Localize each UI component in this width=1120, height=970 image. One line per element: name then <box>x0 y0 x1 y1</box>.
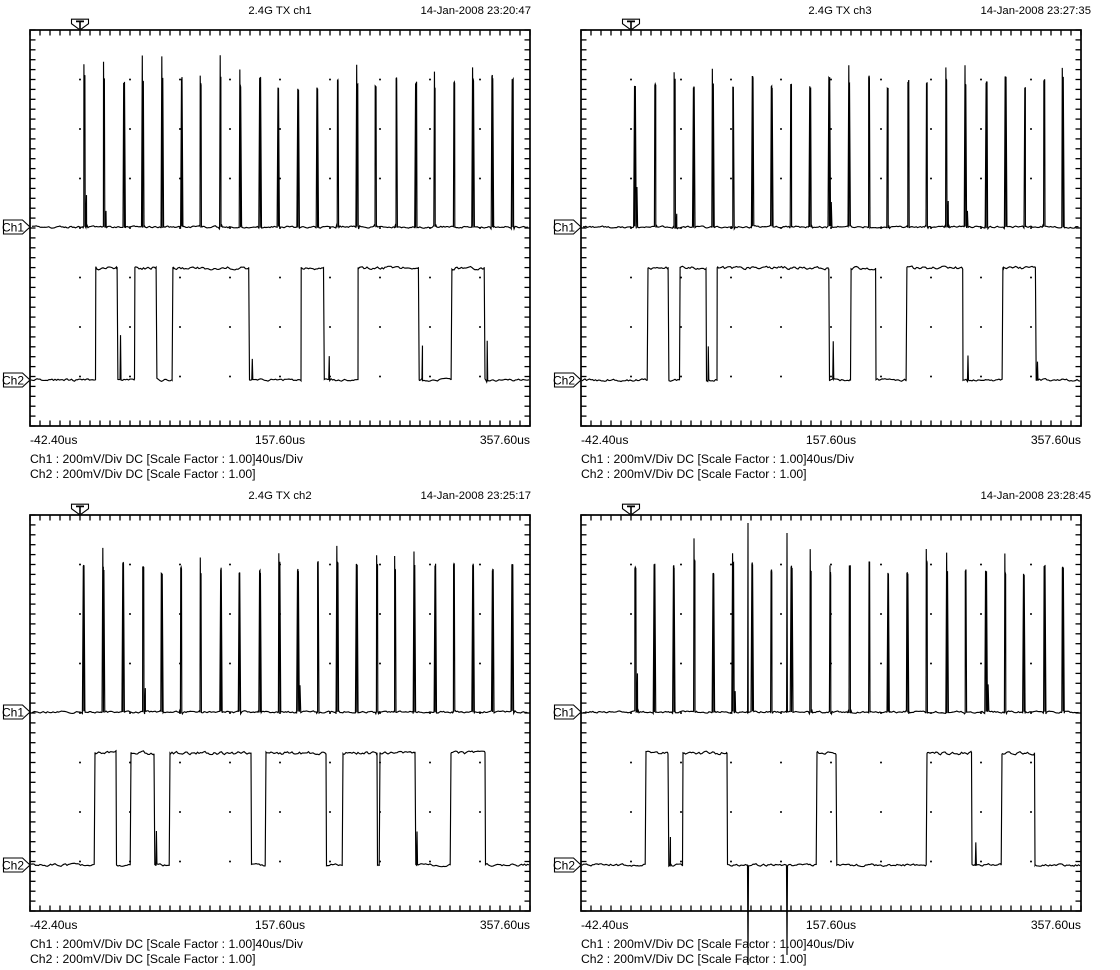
svg-text:Ch1: Ch1 <box>553 220 575 234</box>
svg-text:Ch1: Ch1 <box>553 705 575 719</box>
svg-text:Ch1: Ch1 <box>2 220 24 234</box>
svg-text:Ch2: Ch2 <box>2 858 24 872</box>
svg-text:Ch2: Ch2 <box>2 373 24 387</box>
svg-text:Ch1: Ch1 <box>2 705 24 719</box>
svg-text:Ch2: Ch2 <box>553 373 575 387</box>
svg-text:Ch2: Ch2 <box>553 858 575 872</box>
